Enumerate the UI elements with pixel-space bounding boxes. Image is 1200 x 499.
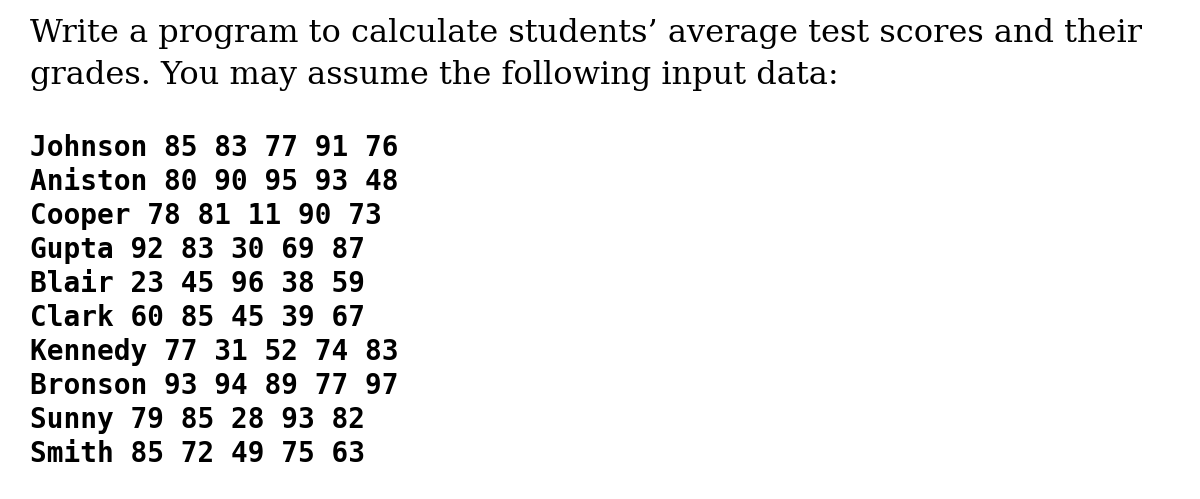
Text: Sunny 79 85 28 93 82: Sunny 79 85 28 93 82: [30, 406, 365, 434]
Text: Kennedy 77 31 52 74 83: Kennedy 77 31 52 74 83: [30, 338, 398, 366]
Text: Johnson 85 83 77 91 76: Johnson 85 83 77 91 76: [30, 134, 398, 162]
Text: Clark 60 85 45 39 67: Clark 60 85 45 39 67: [30, 304, 365, 332]
Text: Smith 85 72 49 75 63: Smith 85 72 49 75 63: [30, 440, 365, 468]
Text: Aniston 80 90 95 93 48: Aniston 80 90 95 93 48: [30, 168, 398, 196]
Text: Blair 23 45 96 38 59: Blair 23 45 96 38 59: [30, 270, 365, 298]
Text: Cooper 78 81 11 90 73: Cooper 78 81 11 90 73: [30, 202, 382, 230]
Text: Write a program to calculate students’ average test scores and their
grades. You: Write a program to calculate students’ a…: [30, 18, 1142, 91]
Text: Bronson 93 94 89 77 97: Bronson 93 94 89 77 97: [30, 372, 398, 400]
Text: Gupta 92 83 30 69 87: Gupta 92 83 30 69 87: [30, 236, 365, 264]
